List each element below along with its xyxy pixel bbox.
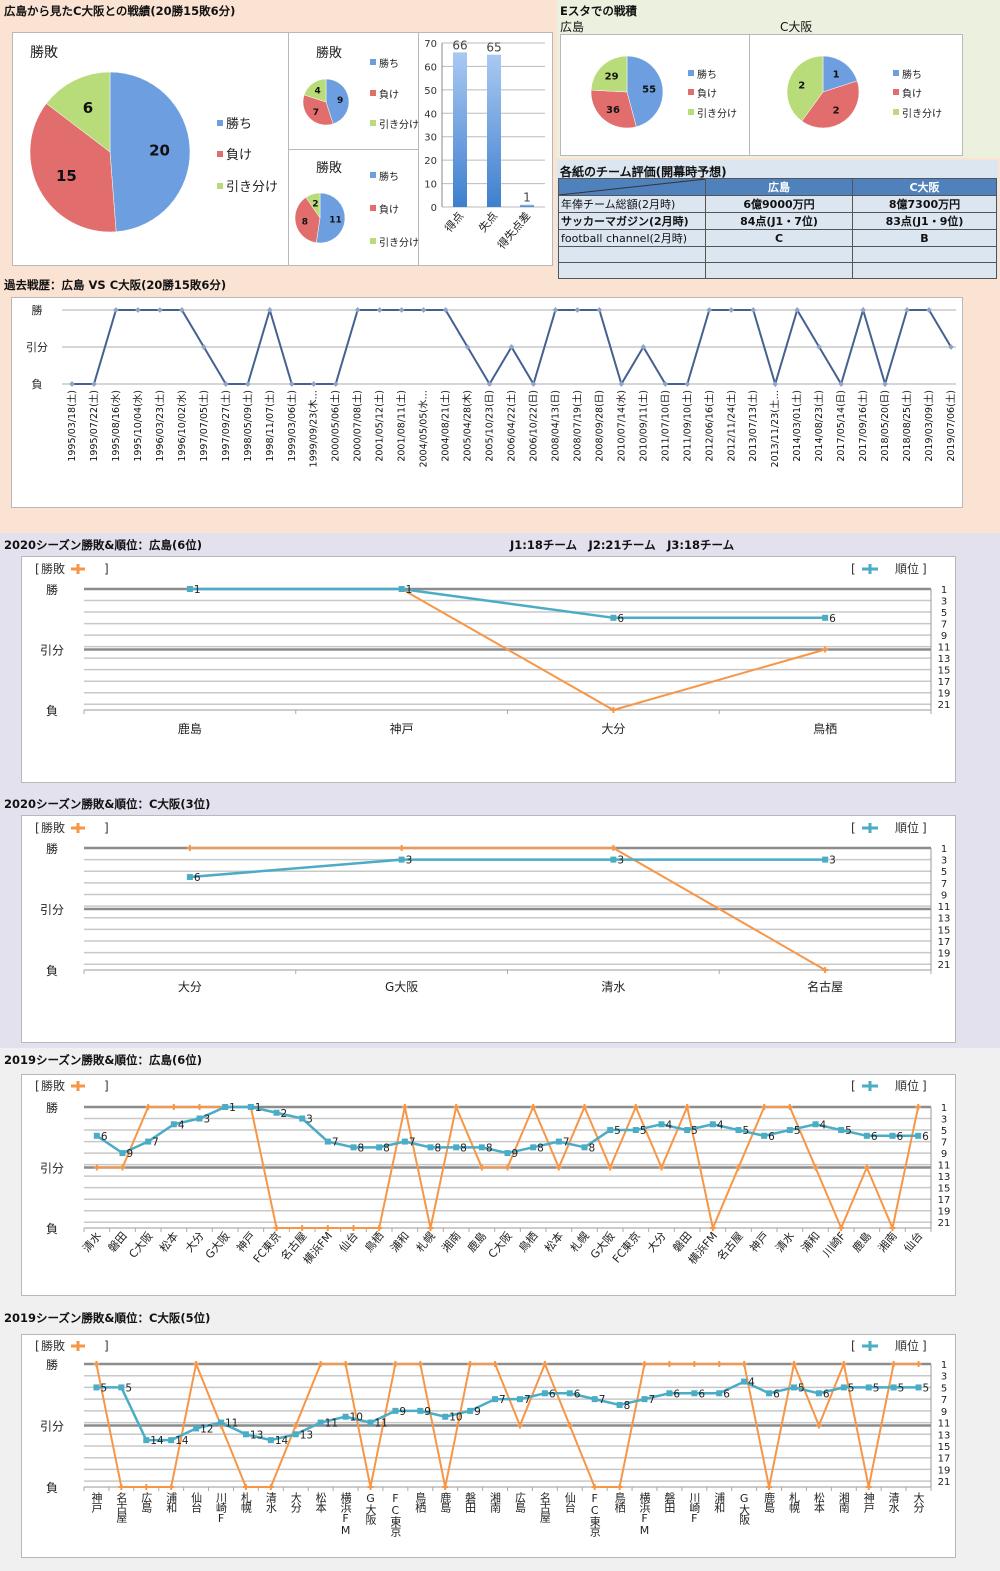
past-results-panel [11, 297, 963, 508]
cell [558, 262, 706, 279]
cell [852, 246, 997, 263]
estadium-hiroshima-label: 広島 [560, 20, 585, 34]
head-to-head-title: 広島から見たC大阪との戦績(20勝15敗6分) [4, 4, 236, 18]
table-row [558, 246, 997, 263]
cell [558, 246, 706, 263]
estadium-title: Eスタでの戦積 [560, 4, 637, 18]
season2020-cosaka-title: 2020シーズン勝敗&順位：C大阪(3位) [4, 797, 211, 811]
cell: 84点(J1・7位) [705, 212, 853, 230]
season2019-hiroshima-panel [21, 1074, 956, 1296]
league-info: J1:18チーム J2:21チーム J3:18チーム [510, 538, 735, 552]
past-results-title: 過去戦歴：広島 VS C大阪(20勝15敗6分) [4, 278, 227, 292]
cell: C [705, 229, 853, 247]
season2019-cosaka-title: 2019シーズン勝敗&順位：C大阪(5位) [4, 1311, 211, 1325]
away-pie-panel [288, 149, 419, 266]
cell [705, 246, 853, 263]
table-corner-cell [558, 178, 706, 196]
table-header-row: 広島 C大阪 [558, 178, 997, 196]
overall-pie-panel [12, 32, 289, 266]
table-row: 年俸チーム総額(2月時) 6億9000万円 8億7300万円 [558, 195, 997, 213]
cell [705, 262, 853, 279]
evaluation-title: 各紙のチーム評価(開幕時予想) [560, 165, 727, 179]
header-cosaka: C大阪 [852, 178, 997, 196]
evaluation-table: 広島 C大阪 年俸チーム総額(2月時) 6億9000万円 8億7300万円 サッ… [558, 178, 997, 279]
row-label: 年俸チーム総額(2月時) [558, 195, 706, 213]
diagonal-line [559, 179, 705, 195]
cell: 8億7300万円 [852, 195, 997, 213]
season2020-cosaka-panel [21, 815, 956, 1043]
season2019-hiroshima-title: 2019シーズン勝敗&順位：広島(6位) [4, 1053, 202, 1067]
estadium-cosaka-label: C大阪 [780, 20, 813, 34]
season2019-cosaka-panel [21, 1334, 956, 1558]
table-row: football channel(2月時) C B [558, 229, 997, 247]
estadium-cosaka-panel [749, 34, 963, 156]
cell: 83点(J1・9位) [852, 212, 997, 230]
row-label: football channel(2月時) [558, 229, 706, 247]
season2020-hiroshima-title: 2020シーズン勝敗&順位：広島(6位) [4, 538, 202, 552]
cell [852, 262, 997, 279]
goals-bar-panel [418, 32, 553, 266]
row-label: サッカーマガジン(2月時) [558, 212, 706, 230]
table-row: サッカーマガジン(2月時) 84点(J1・7位) 83点(J1・9位) [558, 212, 997, 230]
cell: B [852, 229, 997, 247]
home-pie-panel [288, 32, 419, 150]
table-row [558, 262, 997, 279]
season2020-hiroshima-panel [21, 556, 956, 783]
cell: 6億9000万円 [705, 195, 853, 213]
header-hiroshima: 広島 [705, 178, 853, 196]
estadium-hiroshima-panel [560, 34, 750, 156]
